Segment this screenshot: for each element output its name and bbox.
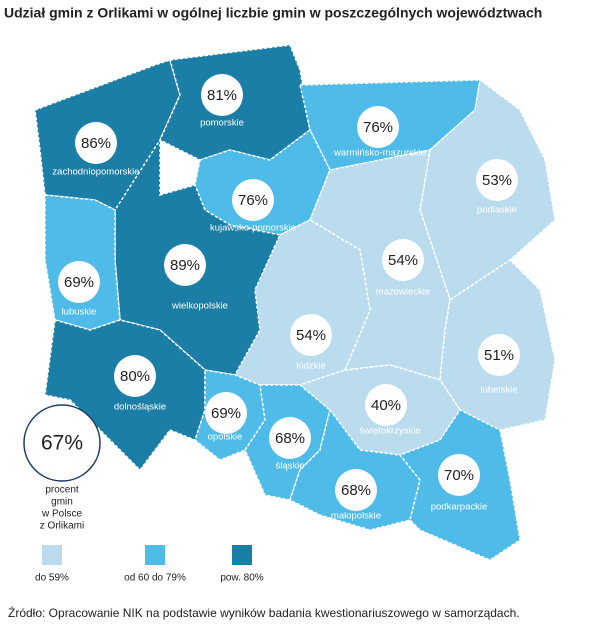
region-name: lubelskie	[481, 385, 518, 396]
region-name: wielkopolskie	[171, 301, 228, 312]
title: Udział gmin z Orlikami w ogólnej liczbie…	[4, 5, 542, 21]
value-circle	[164, 244, 206, 286]
value-circle	[382, 239, 424, 281]
legend-label: do 59%	[35, 573, 69, 584]
legend-swatch	[232, 545, 252, 565]
value-label: 81%	[207, 87, 237, 104]
value-label: 51%	[484, 347, 514, 364]
value-label: 76%	[238, 192, 268, 209]
value-label: 68%	[275, 430, 305, 447]
value-label: 70%	[444, 467, 474, 484]
region-name: świętokrzyskie	[359, 426, 420, 437]
value-circle	[114, 355, 156, 397]
value-label: 68%	[341, 482, 371, 499]
value-label: 69%	[211, 405, 241, 422]
region-name: lubuskie	[62, 307, 97, 318]
region-name: podkarpackie	[431, 502, 488, 513]
legend-label: od 60 do 79%	[124, 573, 186, 584]
region-name: dolnośląskie	[114, 402, 166, 413]
region-name: zachodniopomorskie	[52, 167, 139, 178]
legend-swatch	[145, 545, 165, 565]
region-name: małopolskie	[331, 511, 381, 522]
value-label: 69%	[64, 274, 94, 291]
value-label: 54%	[296, 327, 326, 344]
value-circle	[290, 314, 332, 356]
value-label: 76%	[363, 119, 393, 136]
value-circle	[365, 384, 407, 426]
summary-circle	[23, 404, 101, 482]
value-circle	[201, 74, 243, 116]
value-label: 86%	[81, 135, 111, 152]
region-name: łódzkie	[296, 361, 326, 372]
region-name: mazowieckie	[376, 287, 430, 298]
region-name: pomorskie	[200, 118, 244, 129]
summary-label: 67%	[41, 432, 83, 455]
legend-swatch	[42, 545, 62, 565]
summary-caption: procent	[45, 485, 79, 496]
source: Źródło: Opracowanie NIK na podstawie wyn…	[8, 605, 520, 620]
value-circle	[478, 334, 520, 376]
value-label: 40%	[371, 397, 401, 414]
summary-caption: w Polsce	[41, 509, 82, 520]
value-circle	[75, 122, 117, 164]
region-name: podlaskie	[477, 205, 517, 216]
value-circle	[58, 261, 100, 303]
legend-label: pow. 80%	[220, 573, 263, 584]
region-name: opolskie	[208, 432, 243, 443]
region-name: kujawsko-pomorskie	[210, 223, 296, 234]
summary-caption: z Orlikami	[40, 521, 84, 532]
value-circle	[476, 159, 518, 201]
value-label: 54%	[388, 252, 418, 269]
value-label: 89%	[170, 257, 200, 274]
region-name: warmińsko-mazurskie	[333, 148, 426, 159]
summary-caption: gmin	[51, 497, 73, 508]
value-circle	[335, 469, 377, 511]
value-circle	[438, 454, 480, 496]
value-circle	[357, 106, 399, 148]
value-label: 80%	[120, 368, 150, 385]
value-circle	[205, 392, 247, 434]
region-name: śląskie	[275, 461, 304, 472]
value-circle	[232, 179, 274, 221]
value-circle	[269, 417, 311, 459]
value-label: 53%	[482, 172, 512, 189]
